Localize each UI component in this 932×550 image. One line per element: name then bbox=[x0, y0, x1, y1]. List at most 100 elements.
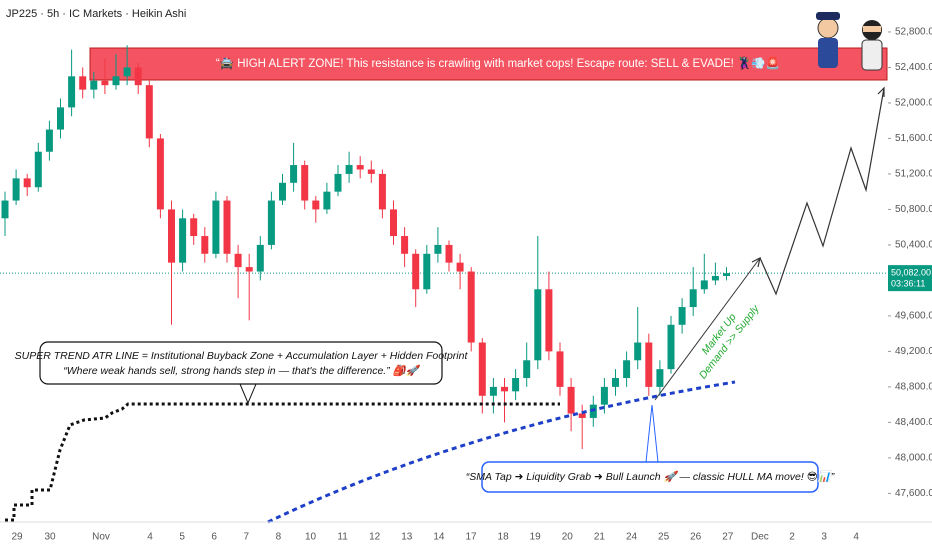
candle-body bbox=[23, 178, 31, 188]
last-price-label: 50,082.00 bbox=[891, 268, 931, 278]
candle-body bbox=[423, 253, 431, 290]
y-tick-label: 50,400.00 bbox=[895, 240, 932, 251]
x-tick-label: 18 bbox=[498, 532, 510, 543]
candle-body bbox=[434, 244, 442, 254]
y-tick-label: 50,800.00 bbox=[895, 204, 932, 215]
x-tick-label: 30 bbox=[44, 532, 56, 543]
sma-line bbox=[267, 380, 736, 524]
candle-body bbox=[34, 151, 42, 188]
candle-body bbox=[378, 173, 386, 210]
candle-body bbox=[323, 191, 331, 210]
x-tick-label: 2 bbox=[789, 532, 795, 543]
candle-body bbox=[723, 273, 730, 276]
candle-body bbox=[145, 85, 153, 139]
x-tick-label: 26 bbox=[690, 532, 702, 543]
candle-body bbox=[700, 280, 708, 290]
candle-body bbox=[345, 165, 353, 174]
candle-body bbox=[212, 200, 220, 254]
candle-body bbox=[556, 351, 564, 387]
candle-body bbox=[301, 165, 309, 201]
candle-body bbox=[523, 360, 531, 379]
projection-path bbox=[759, 87, 885, 296]
candle-body bbox=[412, 253, 420, 290]
callout-pointer bbox=[645, 404, 659, 463]
countdown: 03:36:11 bbox=[891, 279, 925, 289]
candle-body bbox=[534, 289, 542, 361]
candle-body bbox=[367, 169, 375, 174]
x-tick-label: 4 bbox=[147, 532, 153, 543]
candle-body bbox=[600, 386, 608, 405]
x-tick-label: Nov bbox=[92, 532, 110, 543]
callout-quote: “Where weak hands sell, strong hands ste… bbox=[63, 364, 421, 377]
chart-title: JP225 · 5h · IC Markets · Heikin Ashi bbox=[6, 8, 186, 20]
candle-body bbox=[545, 289, 553, 352]
candle-body bbox=[623, 360, 631, 379]
y-tick-label: 52,400.00 bbox=[895, 62, 932, 73]
x-tick-label: 11 bbox=[337, 532, 348, 543]
candle-body bbox=[179, 218, 187, 263]
resistance-text: “🚔 HIGH ALERT ZONE! This resistance is c… bbox=[216, 56, 780, 70]
x-tick-label: 24 bbox=[626, 532, 638, 543]
x-tick-label: 3 bbox=[821, 532, 827, 543]
candle-body bbox=[356, 165, 364, 170]
x-tick-label: 6 bbox=[211, 532, 217, 543]
candle-body bbox=[256, 244, 264, 272]
x-tick-label: 12 bbox=[369, 532, 381, 543]
candle-body bbox=[656, 369, 664, 387]
candle-body bbox=[279, 182, 286, 201]
candle-body bbox=[334, 173, 342, 192]
arrowheads bbox=[751, 86, 885, 268]
candle-body bbox=[267, 200, 275, 245]
callout-pointer bbox=[239, 383, 257, 405]
y-tick-label: 48,800.00 bbox=[895, 382, 932, 393]
candle-body bbox=[112, 76, 120, 86]
candle-body bbox=[489, 386, 497, 396]
candle-body bbox=[512, 378, 520, 392]
last-price-box bbox=[888, 265, 932, 292]
candle-body bbox=[667, 324, 675, 370]
x-tick-label: 17 bbox=[465, 532, 477, 543]
candle-body bbox=[578, 413, 586, 418]
sma-note: “SMA Tap ➜ Liquidity Grab ➜ Bull Launch … bbox=[466, 470, 835, 483]
candle-body bbox=[612, 378, 619, 387]
y-tick-label: 48,400.00 bbox=[895, 417, 932, 428]
y-tick-label: 47,600.00 bbox=[895, 488, 932, 499]
candle-body bbox=[45, 129, 53, 152]
candle-body bbox=[168, 209, 175, 263]
x-tick-label: 20 bbox=[562, 532, 574, 543]
callout-box bbox=[481, 461, 819, 493]
x-tick-label: 27 bbox=[722, 532, 734, 543]
candle-body bbox=[79, 76, 87, 90]
candle-body bbox=[1, 200, 9, 219]
x-tick-label: 13 bbox=[401, 532, 413, 543]
y-tick-label: 48,000.00 bbox=[895, 453, 932, 464]
x-tick-label: 14 bbox=[433, 532, 445, 543]
x-tick-label: 7 bbox=[244, 532, 250, 543]
x-tick-label: 19 bbox=[530, 532, 542, 543]
candle-body bbox=[90, 80, 98, 90]
candle-body bbox=[711, 275, 719, 281]
candle-body bbox=[645, 342, 653, 387]
x-tick-label: Dec bbox=[751, 532, 769, 543]
y-tick-label: 51,600.00 bbox=[895, 133, 932, 144]
projection-arrow bbox=[654, 257, 761, 401]
x-tick-label: 29 bbox=[11, 532, 23, 543]
candle-body bbox=[390, 209, 397, 237]
candle-body bbox=[401, 236, 409, 254]
callout-box bbox=[39, 341, 443, 385]
y-tick-label: 49,200.00 bbox=[895, 346, 932, 357]
candle-body bbox=[312, 200, 320, 210]
resistance-zone bbox=[89, 47, 888, 81]
candle-body bbox=[12, 178, 20, 201]
candle-body bbox=[123, 67, 131, 77]
x-tick-label: 21 bbox=[594, 532, 606, 543]
x-tick-label: 8 bbox=[276, 532, 282, 543]
candle-body bbox=[68, 76, 76, 108]
x-tick-label: 10 bbox=[305, 532, 317, 543]
candle-body bbox=[245, 267, 253, 272]
candle-body bbox=[290, 165, 298, 183]
supertrend-line bbox=[5, 402, 560, 522]
callout-title: SUPER TREND ATR LINE = Institutional Buy… bbox=[15, 350, 469, 362]
